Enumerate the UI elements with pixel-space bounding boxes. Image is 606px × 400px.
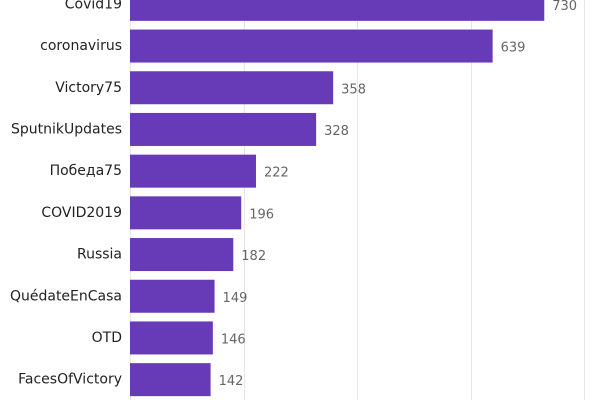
labels: Covid19 730 coronavirus 639 Victory75 358 Sput… <box>10 0 577 389</box>
value-label-9: 142 <box>219 374 244 389</box>
bar-3 <box>130 112 317 146</box>
category-label-1: coronavirus <box>40 38 122 54</box>
category-label-3: SputnikUpdates <box>11 121 122 137</box>
value-label-0: 730 <box>552 0 577 14</box>
value-label-6: 182 <box>241 249 266 264</box>
category-label-0: Covid19 <box>65 0 122 12</box>
bar-7 <box>130 279 215 313</box>
bar-0 <box>130 0 545 21</box>
value-label-3: 328 <box>324 124 349 139</box>
bar-5 <box>130 196 242 230</box>
bar-1 <box>130 29 493 63</box>
value-label-1: 639 <box>501 41 526 56</box>
category-label-4: Победа75 <box>50 163 122 179</box>
value-label-4: 222 <box>264 166 289 181</box>
category-label-9: FacesOfVictory <box>18 372 122 388</box>
value-label-5: 196 <box>249 207 274 222</box>
bar-2 <box>130 71 334 105</box>
category-label-6: Russia <box>77 247 122 263</box>
bar-9 <box>130 363 211 397</box>
category-label-8: OTD <box>92 330 122 346</box>
value-label-2: 358 <box>341 82 366 97</box>
bar-4 <box>130 154 256 188</box>
value-label-8: 146 <box>221 332 246 347</box>
bar-8 <box>130 321 213 355</box>
bars <box>130 0 545 397</box>
bar-6 <box>130 238 234 272</box>
value-label-7: 149 <box>223 291 248 306</box>
category-label-7: QuédateEnCasa <box>10 288 122 304</box>
category-label-5: COVID2019 <box>41 205 122 221</box>
category-label-2: Victory75 <box>55 80 122 96</box>
